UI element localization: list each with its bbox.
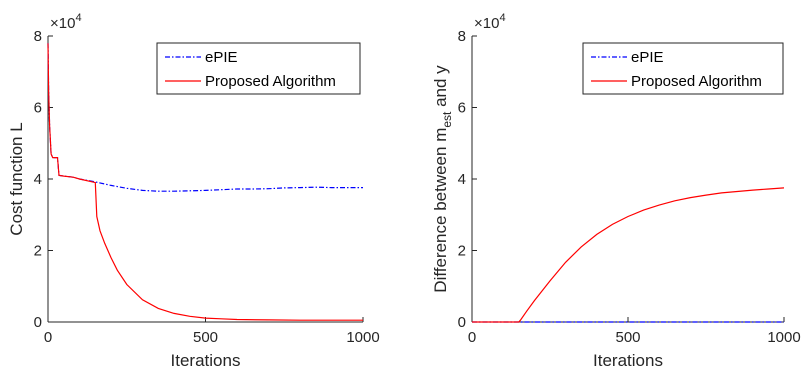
legend-entry-label: Proposed Algorithm [205, 73, 336, 90]
y-axis-label: Cost function L [7, 122, 26, 235]
axis-exponent-label: ×104 [50, 12, 82, 32]
y-tick-label: 2 [34, 243, 42, 260]
legend-entry-label: ePIE [205, 49, 238, 66]
y-tick-label: 0 [34, 314, 42, 331]
x-axis-label: Iterations [593, 351, 663, 370]
y-tick-label: 8 [458, 28, 466, 45]
y-axis-label: Difference between mest and y [431, 65, 454, 293]
x-tick-label: 0 [468, 329, 476, 346]
x-tick-label: 1000 [346, 329, 379, 346]
chart-panel-2: 0 2 4 6 8 0 500 1000 ×104 Iterations Difference be… [431, 12, 801, 370]
legend: ePIE Proposed Algorithm [156, 42, 361, 95]
y-tick-label: 6 [458, 100, 466, 117]
series-line-proposed [472, 187, 785, 323]
x-tick-label: 500 [193, 329, 218, 346]
legend-box [582, 42, 784, 95]
y-tick-label: 0 [458, 314, 466, 331]
y-axis-label-suffix: and y [431, 65, 450, 112]
legend-box [156, 42, 361, 95]
legend-entry-label: Proposed Algorithm [631, 73, 762, 90]
legend: ePIE Proposed Algorithm [582, 42, 784, 95]
x-axis-label: Iterations [171, 351, 241, 370]
axis-exponent-label: ×104 [474, 12, 506, 32]
x-tick-label: 500 [615, 329, 640, 346]
x-tick-label: 1000 [767, 329, 800, 346]
y-tick-label: 6 [34, 100, 42, 117]
y-axis-label-subscript: est [440, 111, 454, 128]
y-tick-label: 4 [34, 171, 42, 188]
y-tick-label: 4 [458, 171, 466, 188]
axis-exponent-power: 4 [499, 12, 505, 24]
legend-entry-label: ePIE [631, 49, 664, 66]
chart-panel-1: 0 2 4 6 8 0 500 1000 ×104 Iterations Cost function… [7, 12, 380, 370]
axis-exponent-power: 4 [75, 12, 81, 24]
series-line-proposed [47, 43, 363, 321]
x-tick-label: 0 [44, 329, 52, 346]
y-tick-label: 8 [34, 28, 42, 45]
y-tick-label: 2 [458, 243, 466, 260]
